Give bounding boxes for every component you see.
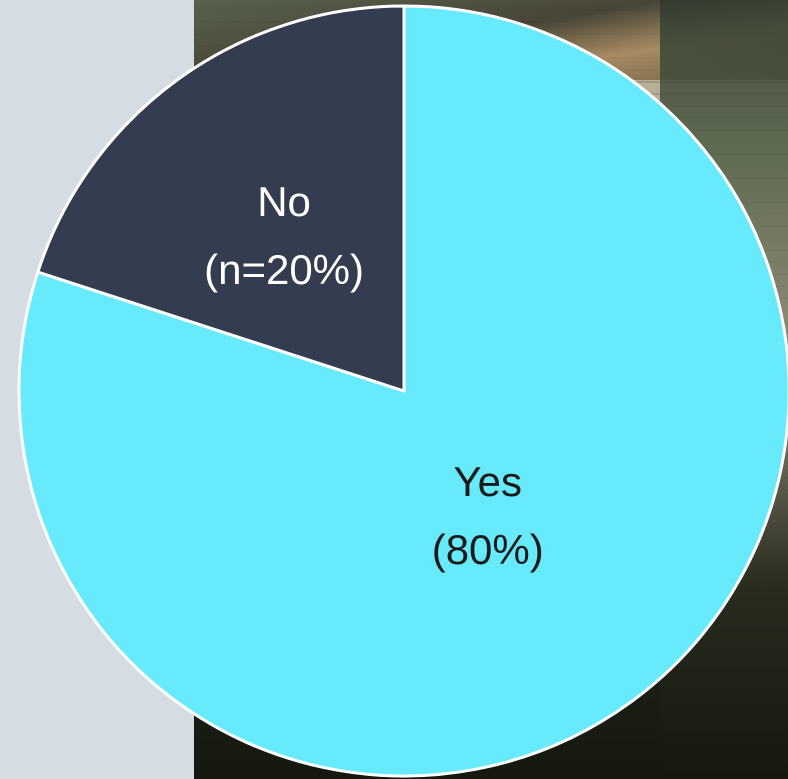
- pie-label-yes: Yes (80%): [432, 458, 544, 573]
- pie-labels: Yes (80%) No (n=20%): [204, 178, 544, 573]
- pie-label-name: No: [257, 178, 311, 225]
- pie-slice-no: [36, 4, 406, 393]
- pie-label-name: Yes: [453, 458, 522, 505]
- pie-slices: [17, 4, 788, 778]
- pie-label-no: No (n=20%): [204, 178, 364, 293]
- pie-label-value: (80%): [432, 526, 544, 573]
- pie-label-value: (n=20%): [204, 246, 364, 293]
